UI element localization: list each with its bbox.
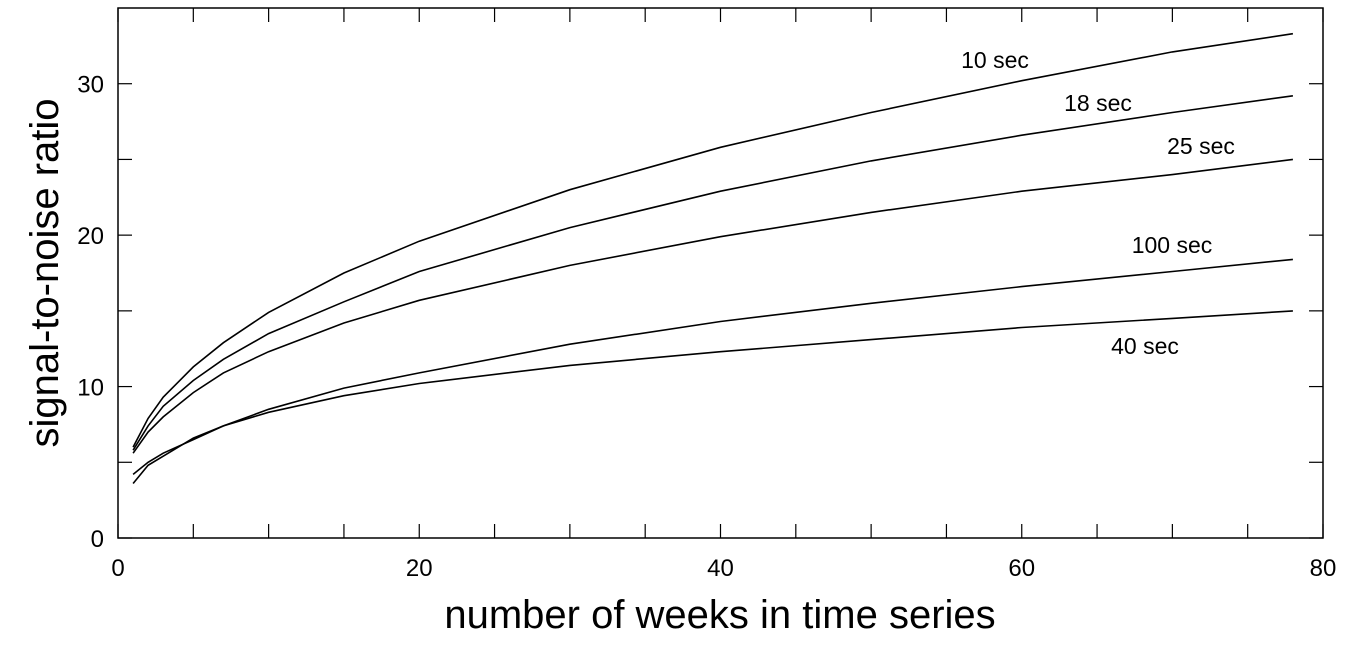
series-label: 25 sec (1167, 133, 1235, 159)
series-line (132, 158, 1294, 454)
series-label: 18 sec (1064, 90, 1132, 116)
series-label: 40 sec (1111, 333, 1179, 359)
y-tick-label: 0 (91, 526, 104, 553)
x-tick-label: 80 (1310, 555, 1337, 582)
series-label: 10 sec (961, 47, 1029, 73)
x-axis-title: number of weeks in time series (444, 593, 995, 637)
series-line (132, 95, 1294, 451)
series-line (132, 258, 1293, 476)
series-line (132, 32, 1294, 448)
series-line (132, 310, 1293, 485)
x-tick-label: 20 (406, 555, 433, 582)
y-tick-label: 20 (77, 223, 104, 250)
x-tick-label: 60 (1008, 555, 1035, 582)
y-tick-label: 30 (77, 72, 104, 99)
plot-frame (117, 7, 1324, 539)
x-tick-label: 40 (707, 555, 734, 582)
y-axis-title: signal-to-noise ratio (23, 98, 67, 447)
y-tick-label: 10 (77, 375, 104, 402)
series-label: 100 sec (1132, 232, 1213, 258)
x-tick-label: 0 (111, 555, 124, 582)
